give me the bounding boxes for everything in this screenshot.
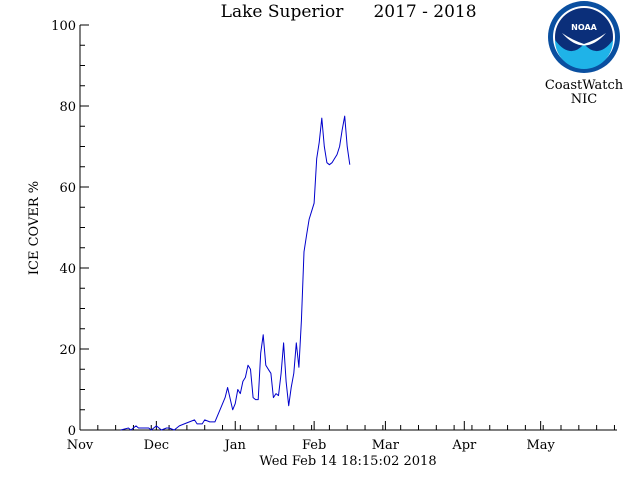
chart-title-lake: Lake Superior (221, 2, 345, 22)
y-tick-label: 40 (59, 262, 76, 277)
x-tick-labels: Nov Dec Jan Feb Mar Apr May (67, 438, 556, 453)
x-tick-label: Feb (302, 438, 326, 453)
y-axis-label: ICE COVER % (27, 181, 42, 275)
y-tick-label: 100 (51, 19, 76, 34)
y-tick-label: 80 (59, 100, 76, 115)
brand-nic: NIC (571, 92, 598, 107)
y-tick-labels: 0 20 40 60 80 100 (51, 19, 76, 439)
axes (79, 24, 617, 431)
noaa-logo-gull (562, 33, 606, 46)
series-group (120, 115, 351, 431)
chart-title-years: 2017 - 2018 (373, 2, 476, 22)
x-tick-label: May (526, 438, 555, 453)
y-tick-label: 60 (59, 181, 76, 196)
noaa-logo: NOAA (548, 1, 620, 73)
x-tick-label: Nov (67, 438, 94, 453)
y-tick-label: 0 (68, 424, 76, 439)
brand-coastwatch: CoastWatch (545, 78, 624, 93)
x-tick-label: Dec (144, 438, 169, 453)
noaa-logo-text: NOAA (571, 23, 597, 32)
series-line-ice-cover (120, 115, 351, 431)
y-tick-label: 20 (59, 343, 76, 358)
x-tick-label: Jan (223, 438, 247, 453)
noaa-logo-wave (555, 40, 613, 69)
x-tick-label: Apr (451, 438, 477, 453)
x-tick-label: Mar (372, 438, 400, 453)
timestamp: Wed Feb 14 18:15:02 2018 (259, 454, 436, 469)
